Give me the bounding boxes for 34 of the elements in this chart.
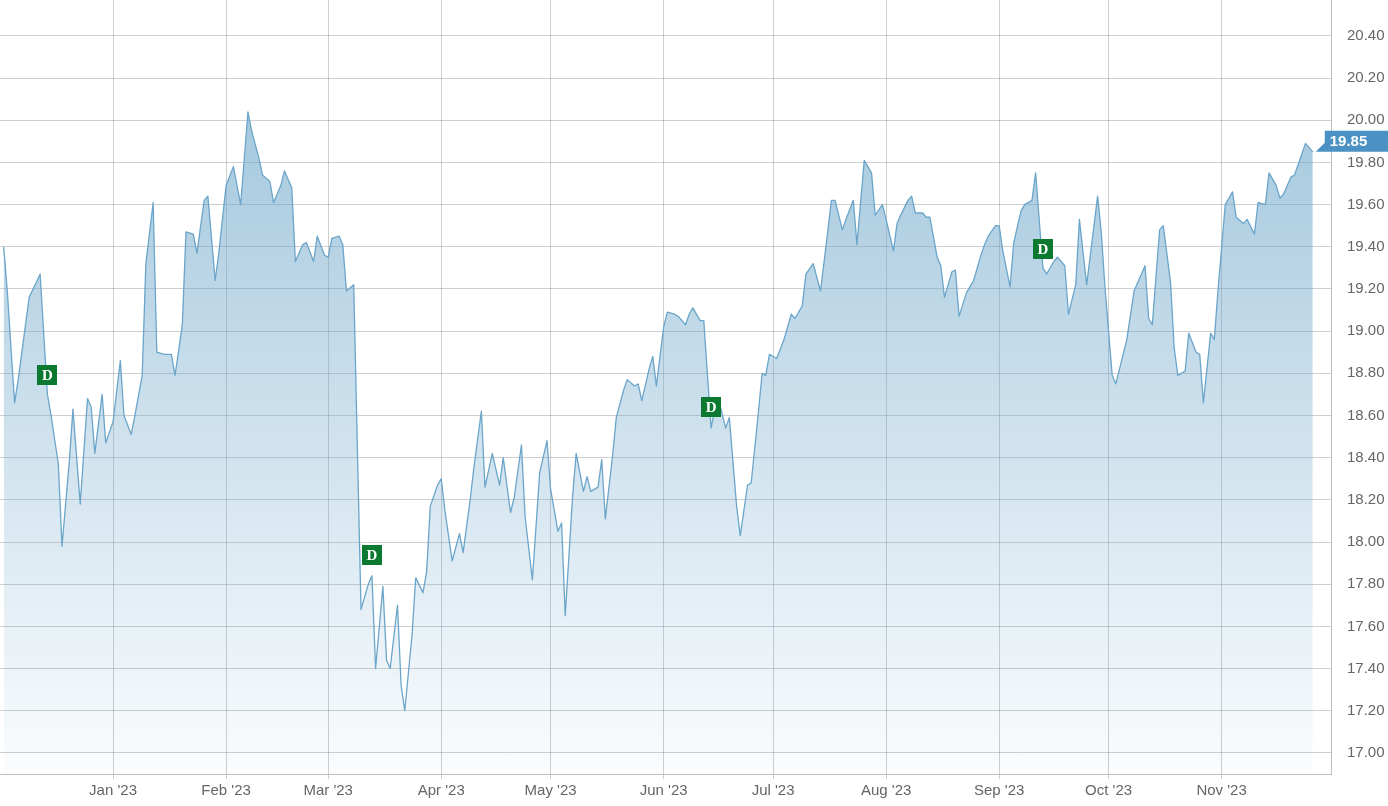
x-tick-label: Jul '23 xyxy=(751,781,795,799)
y-tick-label: 18.80 xyxy=(1347,363,1385,381)
y-tick-label: 18.60 xyxy=(1347,405,1385,423)
x-tick-label: Nov '23 xyxy=(1196,781,1247,799)
y-tick-label: 18.40 xyxy=(1347,447,1385,465)
data-label: 19.85 xyxy=(1329,132,1368,150)
x-tick-label: Jan '23 xyxy=(89,781,137,799)
x-tick-label: Feb '23 xyxy=(201,781,251,799)
y-tick-label: 17.20 xyxy=(1347,700,1385,718)
y-tick-label: 19.60 xyxy=(1347,194,1385,212)
annotation: D xyxy=(41,367,53,384)
y-tick-label: 17.00 xyxy=(1347,743,1385,761)
annotation: D xyxy=(705,398,717,415)
annotation: D xyxy=(1037,240,1049,257)
x-tick-label: Apr '23 xyxy=(417,781,465,799)
x-tick-label: Mar '23 xyxy=(303,781,353,799)
y-tick-label: 17.40 xyxy=(1347,658,1385,676)
x-tick-label: May '23 xyxy=(524,781,577,799)
x-tick-label: Aug '23 xyxy=(860,781,912,799)
y-tick-label: 17.60 xyxy=(1347,616,1385,634)
y-tick-label: 19.00 xyxy=(1347,321,1385,339)
x-tick-label: Jun '23 xyxy=(639,781,688,799)
y-tick-label: 18.00 xyxy=(1347,532,1385,550)
y-tick-label: 19.80 xyxy=(1347,152,1385,170)
y-tick-label: 20.20 xyxy=(1347,68,1385,86)
y-tick-label: 17.80 xyxy=(1347,574,1385,592)
y-tick-label: 19.20 xyxy=(1347,279,1385,297)
annotation: D xyxy=(366,546,378,563)
y-tick-label: 20.40 xyxy=(1347,25,1385,43)
y-tick-label: 20.00 xyxy=(1347,110,1385,128)
y-tick-label: 18.20 xyxy=(1347,489,1385,507)
x-tick-label: Sep '23 xyxy=(973,781,1025,799)
x-tick-label: Oct '23 xyxy=(1085,781,1133,799)
y-tick-label: 19.40 xyxy=(1347,236,1385,254)
